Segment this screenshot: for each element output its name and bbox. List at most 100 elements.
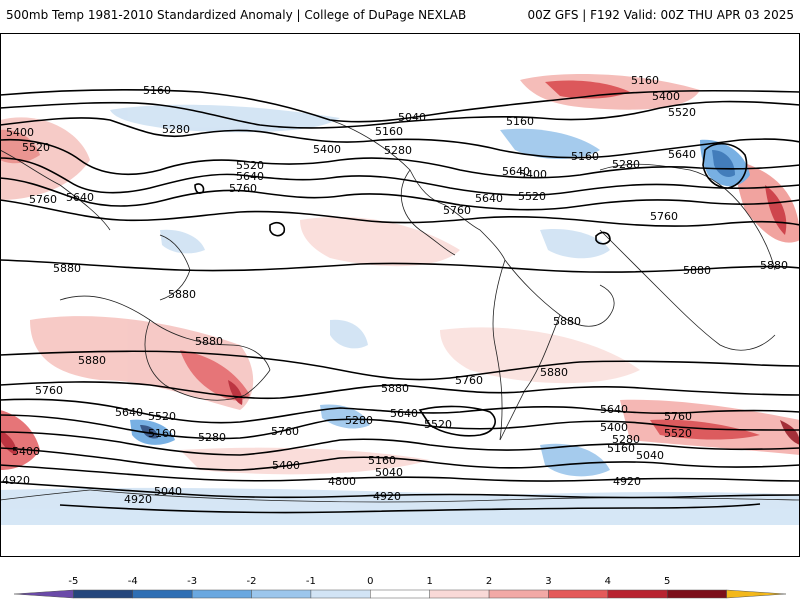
contour-4920-south: [59, 503, 761, 514]
contour-label: 5760: [229, 182, 257, 195]
contour-label: 5880: [540, 366, 568, 379]
colorbar-segment: [607, 589, 668, 599]
colorbar-tick-label: 3: [545, 576, 552, 587]
contour-label: 5400: [519, 168, 547, 181]
contour-5520-south: [0, 414, 800, 440]
shade-warm-13: [650, 419, 760, 440]
contour-5760-south: [0, 381, 800, 400]
coast-gulf: [401, 169, 456, 256]
shade-warm-16: [440, 327, 640, 384]
colorbar-segment: [310, 589, 371, 599]
contour-label: 5760: [271, 425, 299, 438]
coast-north-america: [329, 119, 506, 261]
contour-label: 5400: [272, 459, 300, 472]
contour-label: 4920: [2, 474, 30, 487]
coast-antarctica: [89, 489, 800, 503]
contour-label: 5880: [760, 259, 788, 272]
contour-label: 5640: [66, 191, 94, 204]
contour-5280: [0, 117, 800, 159]
contour-label: 5520: [664, 427, 692, 440]
colorbar-segment: [251, 589, 312, 599]
contour-small-closed-3: [194, 183, 205, 194]
contour-label: 5640: [475, 192, 503, 205]
contour-label: 5880: [195, 335, 223, 348]
coast-australia-south: [144, 319, 271, 401]
shade-cool-4: [712, 150, 735, 177]
contour-label: 5520: [148, 410, 176, 423]
contour-label: 5040: [375, 466, 403, 479]
contour-label: 5280: [345, 414, 373, 427]
contour-label: 4920: [373, 490, 401, 503]
coast-south-america-east: [499, 314, 561, 441]
contour-label: 5160: [368, 454, 396, 467]
contour-small-closed-1: [269, 222, 286, 237]
contour-5880-south: [0, 350, 800, 381]
contour-5160: [0, 100, 800, 129]
contour-5160-south: [0, 464, 800, 482]
contour-label: 5760: [443, 204, 471, 217]
contour-label: 5640: [502, 165, 530, 178]
coast-eurasia: [599, 163, 776, 271]
shade-warm-10: [0, 410, 40, 470]
contour-label: 5160: [571, 150, 599, 163]
colorbar-segment: [429, 589, 490, 599]
colorbar-segment: [132, 589, 193, 599]
contour-label: 5160: [631, 74, 659, 87]
shade-cool-11: [540, 229, 610, 259]
shade-cool-10: [330, 319, 368, 349]
contour-label: 5280: [384, 144, 412, 157]
shade-cool-8: [320, 404, 370, 429]
colorbar-segment: [13, 589, 74, 599]
height-contours: [0, 89, 800, 514]
shade-warm-15: [300, 216, 460, 267]
contour-label: 5880: [78, 354, 106, 367]
contour-label-layer: 5160 5400 5520 5280 5160 5040 5400 5280 …: [2, 74, 788, 506]
model-run-info: 00Z GFS | F192 Valid: 00Z THU APR 03 202…: [527, 8, 794, 22]
contour-label: 5040: [398, 111, 426, 124]
contour-label: 5760: [29, 193, 57, 206]
contour-label: 5040: [636, 449, 664, 462]
contour-5640-south: [0, 398, 800, 424]
colorbar-segment: [726, 589, 787, 599]
contour-label: 5520: [22, 141, 50, 154]
header: 500mb Temp 1981-2010 Standardized Anomal…: [0, 0, 800, 32]
contour-label: 5160: [506, 115, 534, 128]
shade-warm-2: [0, 129, 40, 164]
contour-label: 5760: [664, 410, 692, 423]
contour-label: 5880: [381, 382, 409, 395]
shade-warm-14: [780, 420, 800, 445]
contour-label: 5880: [683, 264, 711, 277]
colorbar-tick-label: 2: [485, 576, 493, 587]
anomaly-map: 5160 5400 5520 5280 5160 5040 5400 5280 …: [0, 33, 800, 557]
contour-label: 5400: [600, 421, 628, 434]
colorbar-tick-label: -4: [127, 576, 138, 587]
contour-label: 5160: [148, 427, 176, 440]
contour-closed-low-south-atlantic: [418, 405, 496, 437]
contour-label: 5880: [168, 288, 196, 301]
contour-label: 5640: [390, 407, 418, 420]
contour-label: 5160: [375, 125, 403, 138]
contour-small-closed-2: [595, 231, 611, 245]
contour-5880-north: [0, 259, 800, 273]
map-svg: 5160 5400 5520 5280 5160 5040 5400 5280 …: [0, 33, 800, 557]
contour-label: 5400: [313, 143, 341, 156]
contour-5640: [0, 177, 800, 211]
contour-label: 5280: [612, 158, 640, 171]
contour-label: 4800: [328, 475, 356, 488]
contour-5760: [0, 199, 800, 227]
colorbar-segment: [370, 589, 430, 599]
coastlines: [0, 119, 800, 503]
contour-label: 5400: [12, 445, 40, 458]
contour-5400-south: [0, 431, 800, 456]
colorbar-tick-label: -3: [187, 576, 198, 587]
contour-label: 5760: [650, 210, 678, 223]
colorbar-segment: [73, 589, 134, 599]
coast-south-america-west: [492, 259, 506, 441]
colorbar-tick-label: 0: [367, 576, 374, 587]
shade-warm-9: [228, 380, 243, 405]
contour-label: 5520: [518, 190, 546, 203]
coast-africa: [599, 229, 776, 351]
contour-label: 5760: [455, 374, 483, 387]
colorbar-segment: [191, 589, 252, 599]
contour-label: 5280: [612, 433, 640, 446]
